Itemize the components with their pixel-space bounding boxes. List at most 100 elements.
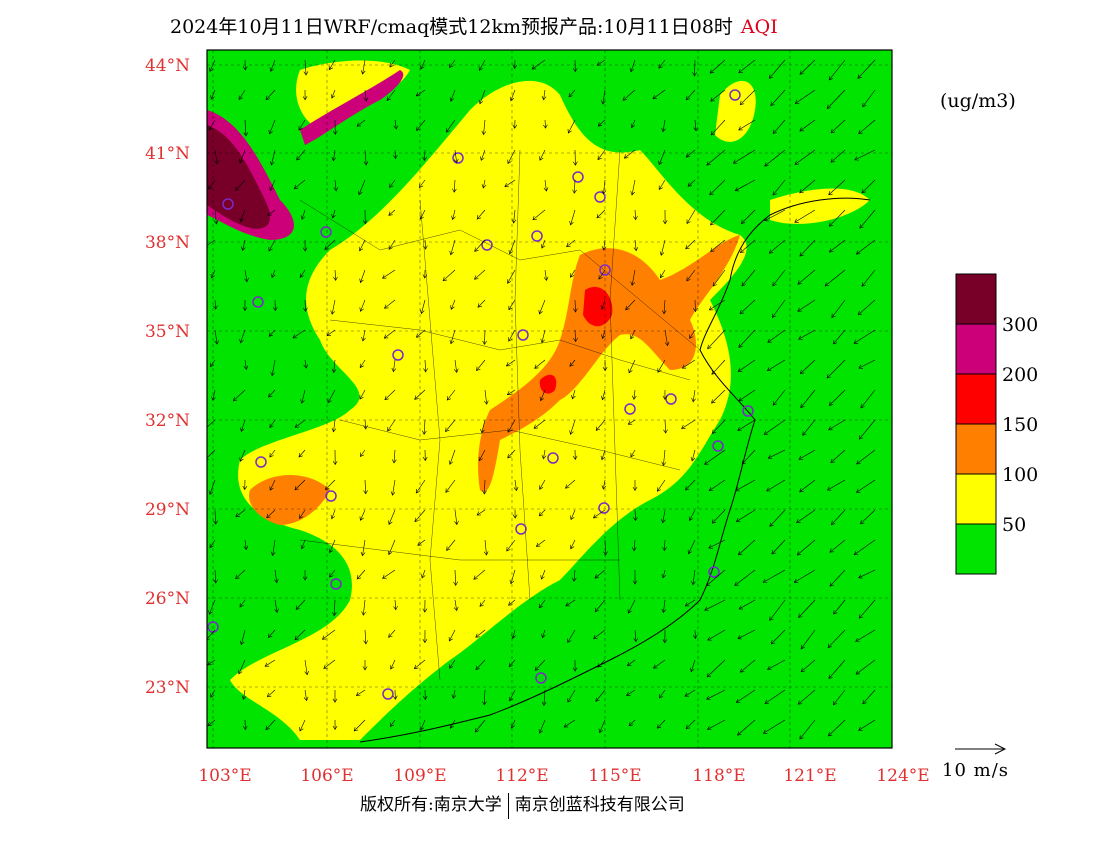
wind-arrowhead (656, 724, 662, 729)
wind-arrow (450, 329, 456, 344)
wind-arrowhead (388, 245, 393, 250)
station-marker (531, 230, 543, 242)
wind-arrow (603, 239, 606, 250)
wind-arrowhead (473, 575, 478, 580)
lat-label: 41°N (145, 144, 190, 164)
legend-swatch-0 (955, 523, 997, 575)
wind-arrowhead (240, 427, 245, 432)
wind-arrow (831, 299, 846, 318)
wind-arrowhead (860, 403, 865, 409)
wind-arrowhead (828, 248, 834, 253)
wind-arrow (741, 449, 756, 465)
wind-arrowhead (330, 94, 336, 99)
wind-arrowhead (362, 666, 368, 671)
wind-arrowhead (656, 487, 662, 492)
wind-arrow (828, 179, 846, 196)
wind-arrowhead (208, 185, 213, 190)
wind-arrowhead (833, 339, 838, 345)
wind-arrowhead (332, 130, 338, 135)
wind-arrowhead (363, 97, 369, 102)
wind-arrow (712, 419, 726, 434)
wind-arrowhead (567, 698, 572, 703)
wind-arrow (532, 209, 546, 221)
wind-arrow (454, 569, 456, 586)
wind-arrowhead (213, 305, 218, 310)
wind-arrow (389, 179, 396, 188)
wind-arrow (567, 689, 576, 703)
wind-arrowhead (292, 334, 298, 339)
wind-arrowhead (691, 397, 696, 403)
wind-arrowhead (241, 246, 246, 251)
wind-arrowhead (538, 729, 543, 734)
wind-arrowhead (454, 520, 459, 526)
wind-arrowhead (741, 460, 746, 465)
wind-arrowhead (476, 366, 481, 372)
wind-arrowhead (360, 551, 366, 557)
wind-arrow (858, 119, 876, 135)
wind-arrow (858, 599, 876, 619)
wind-arrowhead (738, 397, 743, 402)
wind-arrowhead (445, 128, 451, 133)
wind-arrow (333, 419, 336, 432)
wind-arrowhead (657, 368, 662, 373)
wind-arrow (603, 179, 606, 194)
wind-arrowhead (331, 213, 336, 219)
wind-arrowhead (766, 367, 772, 372)
wind-arrow (858, 569, 876, 579)
wind-arrow (214, 329, 218, 345)
wind-arrow (299, 269, 306, 278)
wind-arrow (707, 629, 726, 641)
wind-arrowhead (389, 62, 394, 68)
wind-arrow (828, 59, 846, 81)
legend-label-100: 100 (1002, 464, 1039, 486)
wind-arrowhead (687, 549, 692, 555)
wind-arrowhead (686, 276, 691, 282)
wind-arrow (509, 689, 516, 701)
wind-arrow (859, 419, 876, 440)
wind-arrowhead (449, 63, 454, 68)
wind-arrowhead (799, 189, 804, 194)
wind-arrow (570, 539, 576, 549)
wind-arrow (384, 389, 396, 400)
wind-arrowhead (684, 602, 690, 607)
wind-arrowhead (735, 698, 741, 703)
wind-arrowhead (511, 634, 516, 639)
wind-arrow (830, 119, 846, 133)
wind-arrowhead (799, 70, 804, 75)
wind-arrow (358, 179, 366, 195)
wind-arrow (209, 599, 216, 615)
wind-arrow (214, 299, 216, 310)
wind-arrowhead (448, 636, 453, 642)
wind-arrow (711, 359, 726, 375)
wind-arrow (862, 89, 876, 107)
wind-arrowhead (853, 339, 859, 344)
wind-arrow (541, 239, 546, 249)
wind-arrowhead (832, 700, 838, 706)
wind-arrowhead (303, 71, 309, 76)
wind-arrowhead (421, 574, 426, 579)
wind-arrowhead (735, 517, 741, 522)
wind-arrowhead (391, 459, 397, 464)
wind-arrowhead (358, 246, 364, 252)
wind-arrowhead (861, 282, 866, 287)
wind-arrow (574, 329, 576, 342)
legend-swatch-150 (955, 373, 997, 425)
wind-arrow (769, 509, 786, 527)
wind-arrowhead (384, 395, 389, 401)
wind-arrowhead (419, 215, 424, 220)
wind-arrowhead (693, 127, 698, 132)
wind-arrowhead (269, 486, 274, 491)
wind-arrowhead (767, 338, 772, 343)
wind-arrow (479, 89, 486, 104)
wind-arrowhead (601, 485, 607, 490)
wind-scale-arrow (955, 743, 1007, 755)
wind-arrow (830, 449, 846, 463)
wind-arrow (394, 149, 396, 159)
wind-arrowhead (302, 247, 308, 252)
wind-arrowhead (737, 551, 743, 556)
wind-arrow (533, 419, 546, 429)
wind-arrowhead (827, 732, 833, 737)
wind-arrowhead (601, 246, 607, 251)
wind-arrowhead (214, 340, 219, 345)
wind-arrow (706, 149, 726, 166)
